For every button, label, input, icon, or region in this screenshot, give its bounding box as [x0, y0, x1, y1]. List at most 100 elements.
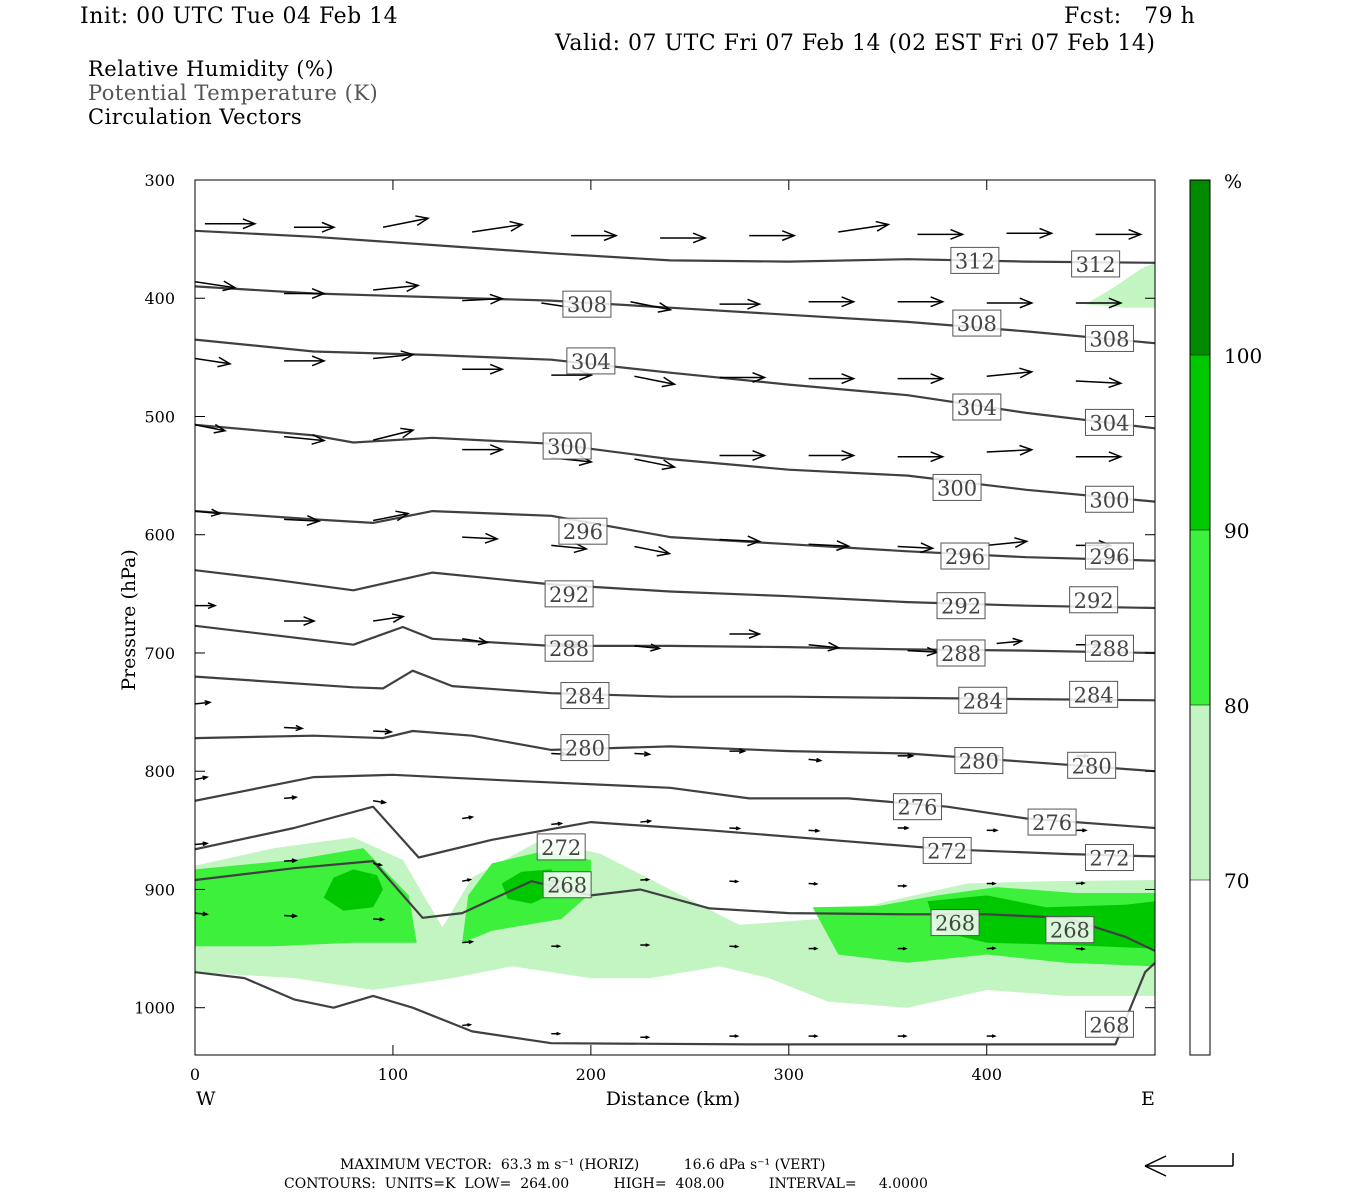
y-tick-label: 900: [144, 880, 175, 899]
circulation-vector: [986, 1034, 997, 1038]
theta-label-272: 272: [1084, 844, 1134, 872]
theta-label-text: 288: [941, 642, 981, 666]
circulation-vector: [729, 1034, 740, 1038]
theta-label-box: [936, 592, 986, 620]
circulation-vector: [462, 363, 505, 375]
theta-label-box: [892, 793, 942, 821]
theta-label-text: 268: [935, 912, 975, 936]
circulation-vector: [808, 828, 821, 833]
circulation-vector: [808, 882, 819, 886]
theta-label-text: 296: [563, 520, 603, 544]
theta-label-300: 300: [932, 473, 982, 501]
circulation-vector: [1075, 828, 1088, 833]
theta-label-box: [542, 871, 592, 899]
maximum-vector-note: MAXIMUM VECTOR: 63.3 m s⁻¹ (HORIZ) 16.6 …: [340, 1157, 826, 1173]
theta-label-292: 292: [544, 580, 594, 608]
theta-label-text: 304: [571, 350, 611, 374]
theta-contour-268: [195, 859, 1155, 952]
theta-label-304: 304: [1084, 408, 1134, 436]
rh-90-region: [323, 869, 383, 911]
theta-label-304: 304: [566, 347, 616, 375]
colorbar-segment-90: [1190, 355, 1210, 530]
theta-contour-280: [195, 729, 1155, 773]
circulation-vector: [634, 643, 662, 652]
theta-label-288: 288: [544, 634, 594, 662]
theta-label-288: 288: [1084, 634, 1134, 662]
theta-label-box: [544, 634, 594, 662]
circulation-vector: [284, 616, 317, 626]
theta-label-text: 308: [567, 293, 607, 317]
colorbar-label: 100: [1224, 344, 1262, 368]
circulation-vector: [808, 946, 819, 951]
circulation-vector: [808, 373, 856, 385]
circulation-vector: [897, 753, 915, 759]
legend-relative-humidity: Relative Humidity (%): [88, 57, 335, 81]
theta-label-box: [952, 393, 1002, 421]
theta-label-text: 292: [941, 595, 981, 619]
x-east-label: E: [1141, 1088, 1155, 1110]
legend-circulation-vectors: Circulation Vectors: [88, 105, 303, 129]
y-tick-label: 1000: [134, 999, 175, 1018]
theta-label-box: [1084, 1010, 1134, 1038]
y-tick-label: 700: [144, 644, 175, 663]
circulation-vector: [195, 602, 218, 610]
circulation-vector: [808, 296, 856, 308]
theta-contour-300: [195, 423, 1155, 503]
theta-label-box: [560, 734, 610, 762]
circulation-vector: [373, 917, 386, 922]
theta-label-text: 272: [541, 836, 581, 860]
colorbar-frame: [1189, 179, 1211, 1056]
circulation-vector: [195, 423, 227, 434]
circulation-vector: [986, 881, 997, 886]
theta-label-box: [958, 686, 1008, 714]
forecast-hour: Fcst: 79 h: [1064, 4, 1196, 29]
theta-label-308: 308: [952, 309, 1002, 337]
circulation-vector: [373, 799, 388, 805]
circulation-vector: [1075, 881, 1086, 886]
circulation-vector: [897, 1034, 908, 1038]
circulation-vector: [284, 858, 299, 864]
theta-label-text: 288: [1089, 637, 1129, 661]
theta-label-box: [936, 639, 986, 667]
circulation-vector: [838, 220, 891, 233]
circulation-vector: [729, 944, 740, 949]
theta-label-268: 268: [1045, 916, 1095, 944]
circulation-vector: [897, 373, 945, 385]
theta-label-box: [1084, 844, 1134, 872]
theta-label-text: 300: [547, 435, 587, 459]
x-axis-label: Distance (km): [606, 1088, 741, 1110]
theta-label-272: 272: [922, 836, 972, 864]
circulation-vector: [551, 821, 564, 826]
contour-label-layer: 312 312 308 308 308 304 304 304 300 300 300 296 296 2…: [536, 246, 1134, 1038]
circulation-vector: [917, 228, 965, 240]
circulation-vector: [462, 532, 500, 544]
circulation-vector: [729, 826, 742, 831]
circulation-vector: [195, 280, 237, 292]
circulation-vector: [462, 444, 505, 456]
theta-label-box: [1067, 751, 1117, 779]
colorbar-segment-80: [1190, 530, 1210, 705]
theta-label-308: 308: [1084, 324, 1134, 352]
theta-contour-284: [195, 669, 1155, 702]
circulation-vector: [551, 1031, 562, 1036]
theta-label-text: 280: [565, 737, 605, 761]
circulation-vector: [1075, 451, 1123, 463]
colorbar-segment-70: [1190, 705, 1210, 880]
theta-label-268: 268: [930, 909, 980, 937]
circulation-vector: [719, 298, 762, 310]
circulation-vector: [660, 232, 708, 244]
circulation-vector: [729, 748, 747, 754]
circulation-vector: [808, 757, 823, 763]
theta-label-box: [1084, 485, 1134, 513]
circulation-vector: [195, 508, 223, 517]
y-tick-label: 400: [144, 289, 175, 308]
circulation-vector: [808, 641, 841, 652]
theta-label-box: [558, 517, 608, 545]
theta-label-280: 280: [954, 747, 1004, 775]
circulation-vector: [986, 946, 997, 951]
circulation-vector: [373, 728, 394, 735]
circulation-vector: [195, 700, 213, 706]
theta-contour-264: [195, 962, 1155, 1046]
theta-label-box: [940, 542, 990, 570]
